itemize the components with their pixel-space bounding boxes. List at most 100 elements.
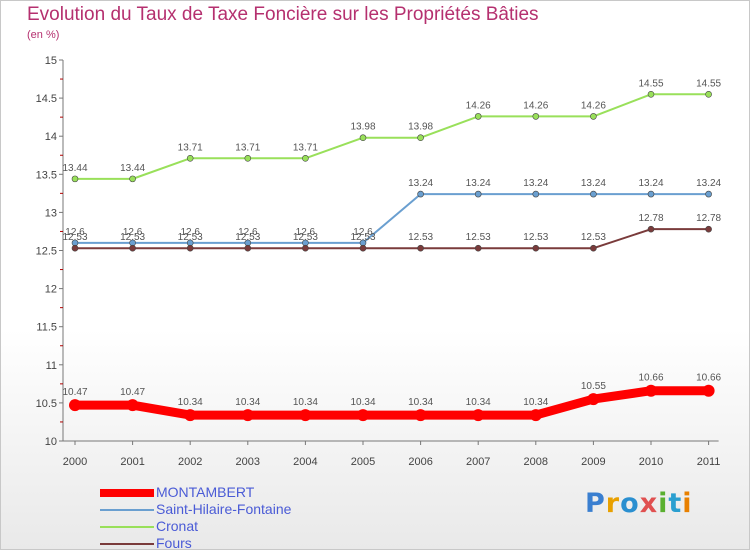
data-point [702, 384, 715, 397]
data-label: 10.34 [466, 397, 491, 408]
data-point [474, 190, 482, 198]
x-tick-label: 2004 [293, 456, 317, 468]
data-point [414, 409, 427, 422]
data-point [186, 154, 194, 162]
data-label: 13.44 [62, 163, 87, 174]
data-point [357, 409, 369, 422]
data-label: 12.53 [120, 232, 145, 243]
series-line-fours [74, 228, 710, 250]
data-label: 13.24 [408, 178, 433, 189]
data-point [590, 244, 597, 252]
x-tick-label: 2005 [351, 456, 375, 468]
proxiti-logo: Proxiti [585, 488, 693, 519]
data-point [532, 113, 540, 120]
series-line-cronat [74, 93, 710, 180]
x-tick-label: 2011 [697, 456, 721, 468]
data-label: 14.55 [638, 78, 663, 89]
y-tick-label: 10 [45, 436, 57, 448]
data-point [645, 384, 657, 397]
x-tick-label: 2008 [524, 456, 548, 468]
x-tick-label: 2007 [466, 456, 490, 468]
data-label: 10.47 [120, 387, 145, 398]
legend-swatch [100, 543, 154, 545]
y-tick-label: 11 [46, 360, 57, 372]
data-point [417, 244, 424, 252]
data-point [532, 190, 540, 198]
data-point [590, 113, 597, 120]
data-point [129, 175, 136, 183]
data-label: 10.66 [638, 373, 663, 384]
data-point [126, 399, 139, 412]
data-point [705, 90, 712, 98]
data-label: 14.26 [523, 100, 548, 111]
data-label: 10.34 [235, 397, 260, 408]
data-point [647, 190, 655, 198]
data-point [241, 409, 254, 422]
y-tick-label: 14.5 [36, 93, 57, 105]
data-label: 13.44 [120, 163, 145, 174]
data-label: 10.55 [581, 381, 606, 392]
data-label: 12.53 [293, 232, 318, 243]
y-tick-label: 11.5 [36, 322, 57, 334]
data-label: 10.34 [408, 397, 433, 408]
data-label: 14.26 [466, 100, 491, 111]
data-label: 13.71 [178, 142, 203, 153]
data-point [302, 244, 309, 252]
data-label: 10.66 [696, 373, 721, 384]
data-point [129, 244, 136, 252]
data-point [705, 190, 712, 198]
data-label: 12.78 [638, 213, 663, 224]
legend-label: Cronat [156, 518, 199, 534]
data-point [299, 409, 312, 422]
x-tick-label: 2000 [63, 456, 87, 468]
data-point [302, 154, 309, 162]
data-label: 12.53 [350, 232, 375, 243]
y-tick-label: 14 [45, 131, 57, 143]
data-label: 12.53 [62, 232, 87, 243]
series-line-montambert [70, 386, 714, 420]
x-tick-label: 2010 [639, 456, 663, 468]
y-tick-label: 10.5 [36, 398, 57, 410]
data-point [587, 393, 600, 406]
data-point [532, 244, 540, 252]
data-label: 10.34 [178, 397, 203, 408]
data-point [529, 409, 542, 422]
x-tick-label: 2001 [120, 456, 144, 468]
y-tick-label: 12.5 [36, 246, 57, 258]
data-point [705, 225, 712, 233]
data-label: 12.53 [408, 232, 433, 243]
data-point [472, 409, 485, 422]
legend-swatch [100, 489, 154, 497]
data-label: 12.53 [235, 232, 260, 243]
x-tick-label: 2009 [581, 456, 605, 468]
data-label: 14.55 [696, 78, 721, 89]
chart-title: Evolution du Taux de Taxe Foncière sur l… [27, 4, 539, 25]
data-label: 13.24 [638, 178, 663, 189]
data-label: 13.24 [696, 178, 721, 189]
data-point [417, 134, 424, 142]
data-point [647, 90, 655, 98]
data-label: 13.71 [235, 142, 260, 153]
y-tick-label: 13 [45, 207, 57, 219]
data-label: 13.24 [581, 178, 606, 189]
data-point [244, 154, 252, 162]
legend-swatch [100, 509, 154, 511]
data-point [474, 244, 482, 252]
data-point [186, 244, 194, 252]
data-point [359, 244, 367, 252]
series-line-saint-hilaire-fontaine [74, 193, 710, 244]
data-label: 12.78 [696, 213, 721, 224]
data-label: 12.53 [178, 232, 203, 243]
legend-label: Fours [156, 535, 192, 551]
data-label: 12.6 [65, 227, 85, 238]
data-label: 10.34 [350, 397, 375, 408]
data-label: 12.53 [523, 232, 548, 243]
data-label: 10.34 [523, 397, 548, 408]
data-point [69, 399, 81, 412]
y-tick-label: 15 [45, 55, 57, 67]
data-point [71, 244, 79, 252]
data-label: 12.6 [353, 227, 373, 238]
y-tick-label: 12 [45, 284, 57, 296]
legend-label: MONTAMBERT [156, 484, 255, 500]
